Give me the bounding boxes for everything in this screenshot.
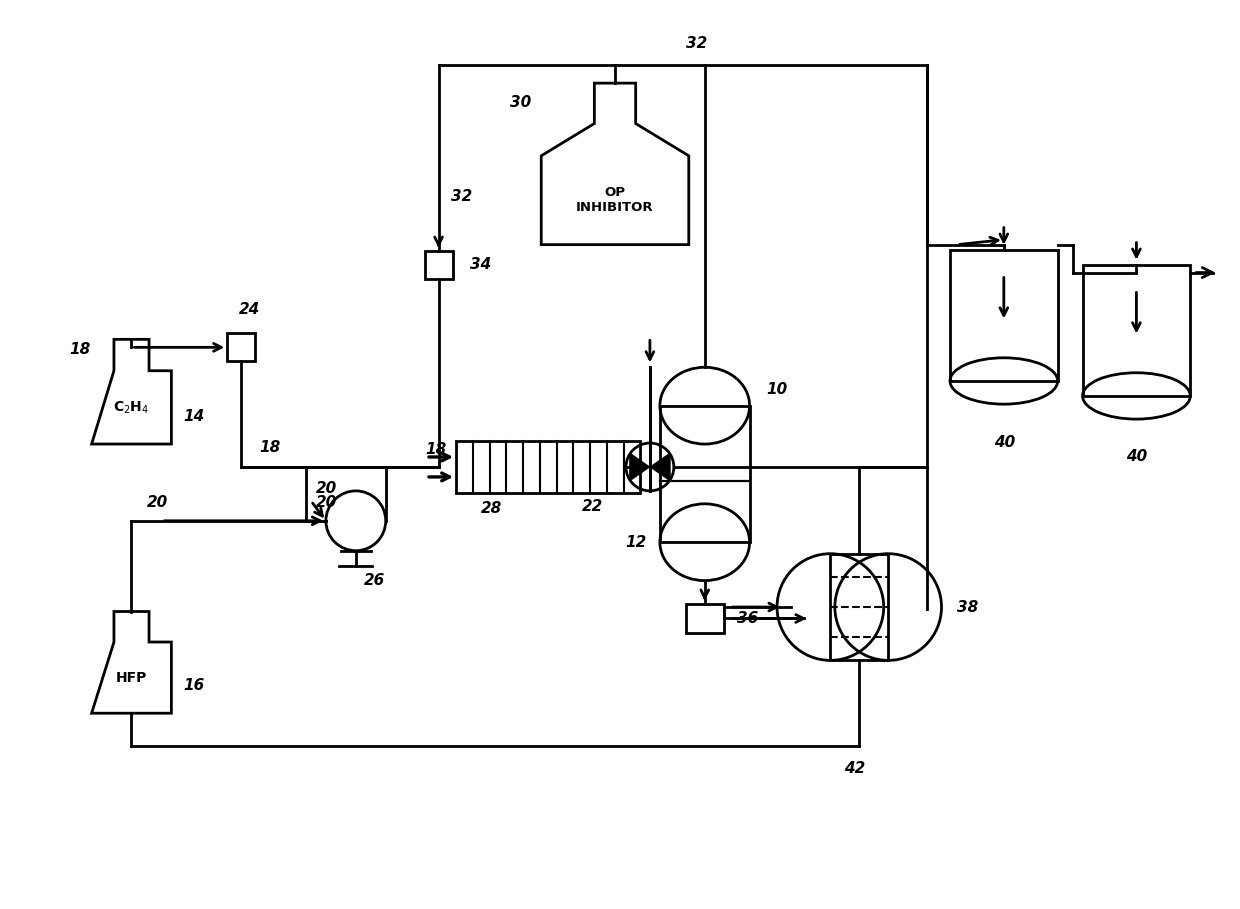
Polygon shape bbox=[630, 453, 650, 481]
Text: 26: 26 bbox=[363, 573, 386, 588]
Text: 32: 32 bbox=[686, 35, 707, 51]
Text: 20: 20 bbox=[146, 495, 167, 510]
Text: 24: 24 bbox=[239, 302, 260, 317]
Text: 40: 40 bbox=[1126, 449, 1148, 464]
Text: 12: 12 bbox=[625, 535, 646, 550]
Bar bbox=[227, 334, 255, 361]
Text: 28: 28 bbox=[480, 502, 502, 516]
Text: 18: 18 bbox=[259, 440, 280, 454]
Text: OP
INHIBITOR: OP INHIBITOR bbox=[577, 186, 653, 215]
Bar bbox=[686, 604, 724, 634]
Text: 10: 10 bbox=[766, 382, 787, 396]
Text: 16: 16 bbox=[184, 678, 205, 693]
Text: 20: 20 bbox=[316, 495, 337, 510]
Text: 40: 40 bbox=[993, 435, 1016, 450]
Text: 14: 14 bbox=[184, 409, 205, 424]
Text: 38: 38 bbox=[957, 600, 978, 614]
Bar bbox=[456, 441, 640, 493]
Text: 18: 18 bbox=[425, 442, 446, 456]
Text: 30: 30 bbox=[511, 95, 532, 110]
Text: 18: 18 bbox=[69, 342, 91, 357]
Text: 20: 20 bbox=[316, 482, 337, 496]
Text: 34: 34 bbox=[470, 257, 492, 272]
Text: 32: 32 bbox=[450, 189, 471, 205]
Bar bbox=[424, 251, 453, 278]
Polygon shape bbox=[650, 453, 671, 481]
Text: C$_2$H$_4$: C$_2$H$_4$ bbox=[113, 399, 150, 415]
Text: 36: 36 bbox=[737, 611, 758, 626]
Text: HFP: HFP bbox=[115, 671, 148, 684]
Text: 22: 22 bbox=[582, 499, 604, 514]
Text: 42: 42 bbox=[843, 761, 866, 775]
